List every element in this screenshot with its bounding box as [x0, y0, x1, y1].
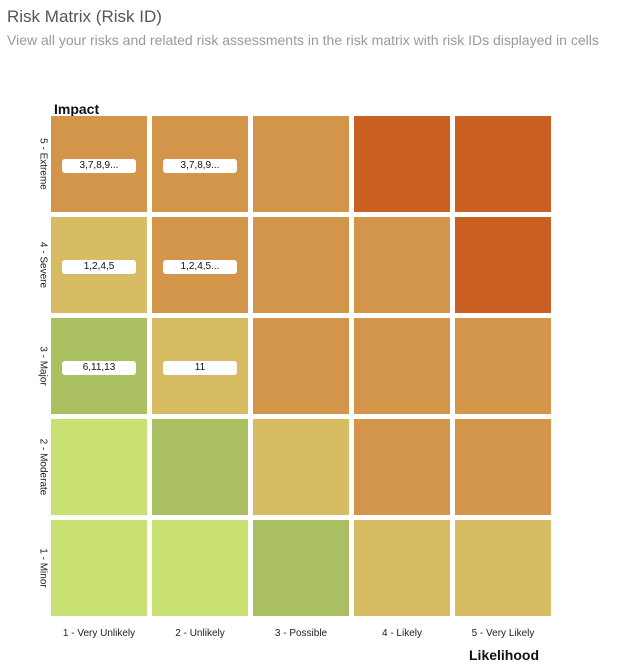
x-tick-label: 3 - Possible: [274, 628, 328, 639]
risk-id-label[interactable]: 1,2,4,5: [62, 260, 136, 274]
x-tick-label: 5 - Very Likely: [471, 628, 535, 639]
matrix-cell-r1-c1[interactable]: 3,7,8,9...: [51, 116, 147, 212]
page-title: Risk Matrix (Risk ID): [7, 7, 162, 26]
risk-id-label[interactable]: 11: [163, 361, 237, 375]
x-tick-label: 4 - Likely: [381, 628, 422, 639]
matrix-cell-r4-c4[interactable]: [354, 419, 450, 515]
x-tick-label: 2 - Unlikely: [175, 628, 225, 639]
matrix-cell-r1-c5[interactable]: [455, 116, 551, 212]
matrix-cell-r3-c2[interactable]: 11: [152, 318, 248, 414]
matrix-cell-r4-c5[interactable]: [455, 419, 551, 515]
matrix-cell-r5-c4[interactable]: [354, 520, 450, 616]
matrix-cell-r3-c4[interactable]: [354, 318, 450, 414]
matrix-cell-r2-c1[interactable]: 1,2,4,5: [51, 217, 147, 313]
matrix-cell-r2-c2[interactable]: 1,2,4,5...: [152, 217, 248, 313]
matrix-cell-r5-c5[interactable]: [455, 520, 551, 616]
matrix-cell-r1-c4[interactable]: [354, 116, 450, 212]
matrix-cell-r3-c5[interactable]: [455, 318, 551, 414]
risk-id-label[interactable]: 6,11,13: [62, 361, 136, 375]
matrix-cell-r2-c3[interactable]: [253, 217, 349, 313]
matrix-cell-r1-c3[interactable]: [253, 116, 349, 212]
matrix-cell-r3-c3[interactable]: [253, 318, 349, 414]
risk-matrix-grid: 3,7,8,9... 3,7,8,9... 1,2,4,5 1,2,4,5... 6,1…: [51, 116, 553, 618]
matrix-cell-r4-c2[interactable]: [152, 419, 248, 515]
matrix-cell-r3-c1[interactable]: 6,11,13: [51, 318, 147, 414]
x-tick-label: 1 - Very Unlikely: [62, 628, 136, 639]
matrix-cell-r5-c3[interactable]: [253, 520, 349, 616]
risk-id-label[interactable]: 1,2,4,5...: [163, 260, 237, 274]
matrix-cell-r5-c1[interactable]: [51, 520, 147, 616]
x-axis-title: Likelihood: [469, 647, 539, 663]
risk-id-label[interactable]: 3,7,8,9...: [163, 159, 237, 173]
matrix-cell-r2-c5[interactable]: [455, 217, 551, 313]
page-subtitle: View all your risks and related risk ass…: [7, 32, 599, 48]
y-axis-title: Impact: [54, 101, 100, 117]
matrix-cell-r4-c1[interactable]: [51, 419, 147, 515]
matrix-cell-r4-c3[interactable]: [253, 419, 349, 515]
risk-id-label[interactable]: 3,7,8,9...: [62, 159, 136, 173]
matrix-cell-r1-c2[interactable]: 3,7,8,9...: [152, 116, 248, 212]
matrix-cell-r5-c2[interactable]: [152, 520, 248, 616]
matrix-cell-r2-c4[interactable]: [354, 217, 450, 313]
